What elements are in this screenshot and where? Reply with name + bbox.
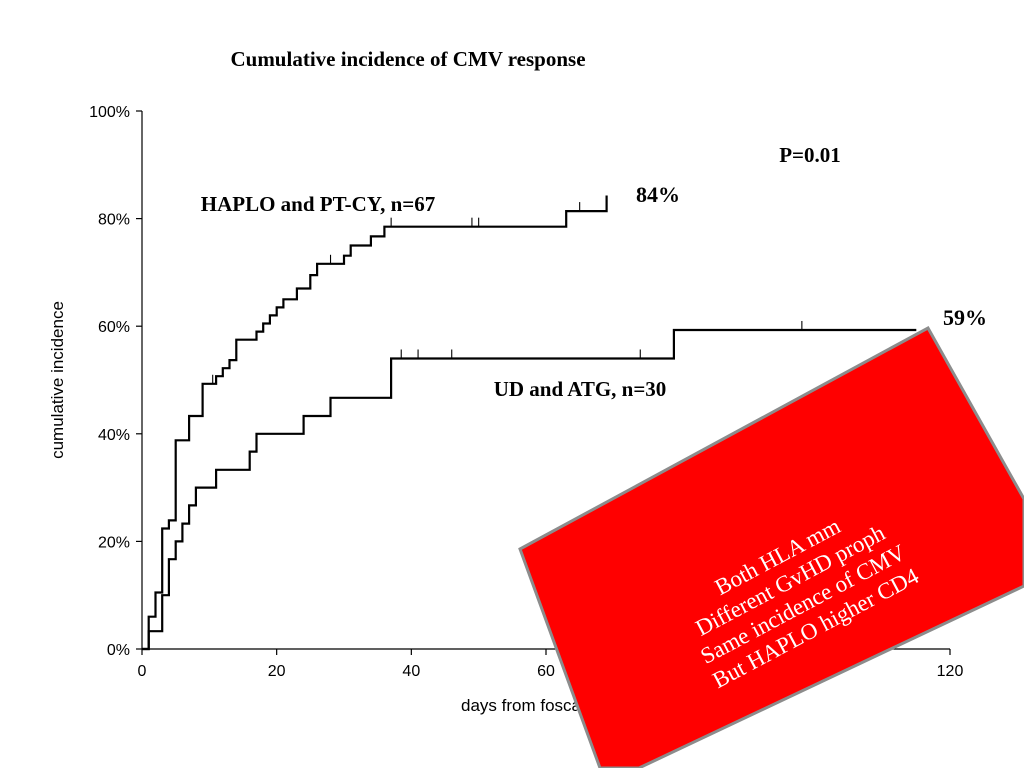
series-line-haplo (142, 195, 608, 651)
y-tick-label: 80% (98, 212, 130, 229)
x-tick-label: 20 (268, 663, 286, 680)
y-tick-label: 100% (89, 104, 130, 121)
x-tick-label: 60 (537, 663, 555, 680)
y-tick-label: 20% (98, 534, 130, 551)
y-tick-label: 40% (98, 427, 130, 444)
x-tick-label: 40 (402, 663, 420, 680)
y-tick-label: 60% (98, 319, 130, 336)
series-layer (142, 195, 917, 651)
series-line-ud (142, 328, 917, 651)
y-tick-label: 0% (107, 642, 130, 659)
chart-title: Cumulative incidence of CMV response (230, 47, 585, 71)
ticks-layer: 0% 20% 40% 60% 80% 100% 0 20 40 60 120 (89, 104, 963, 680)
end-label-ud: 59% (943, 305, 987, 330)
end-label-haplo: 84% (636, 182, 680, 207)
y-axis-label: cumulative incidence (48, 301, 67, 459)
series-label-haplo: HAPLO and PT-CY, n=67 (201, 192, 435, 216)
p-value-label: P=0.01 (779, 143, 841, 167)
x-tick-label: 0 (138, 663, 147, 680)
x-axis-label: days from foscar (461, 696, 587, 715)
x-tick-label: 120 (937, 663, 964, 680)
series-label-ud: UD and ATG, n=30 (494, 377, 667, 401)
